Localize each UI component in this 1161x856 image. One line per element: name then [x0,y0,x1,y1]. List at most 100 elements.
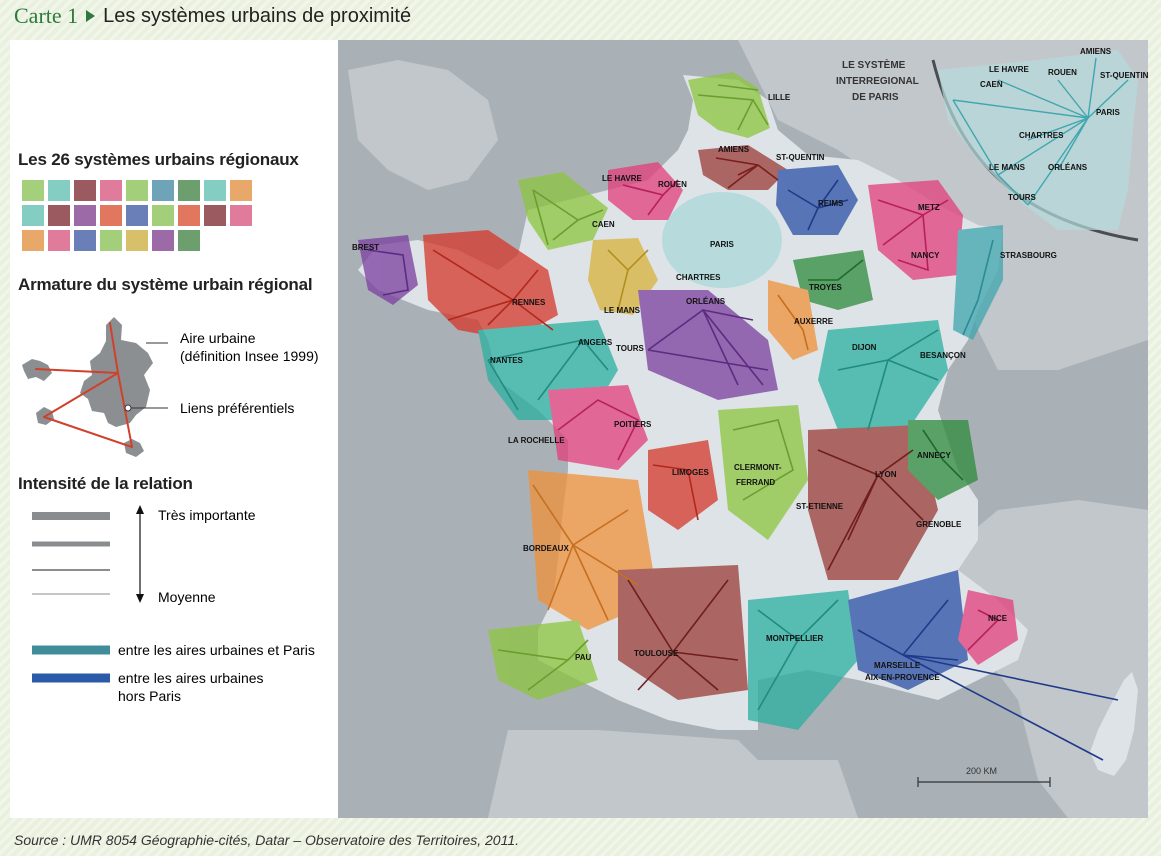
legend-swatch-23 [126,230,148,251]
aire-toulouse [618,565,748,700]
city-label-amiens: AMIENS [718,145,750,154]
links-annecy [922,429,964,481]
city-label-le-mans: LE MANS [604,306,641,315]
city-label-paris: PARIS [710,240,735,249]
city-label-montpellier: MONTPELLIER [766,634,824,643]
legend-swatch-5 [126,180,148,201]
inset-title-1: LE SYSTÈME [842,58,906,71]
intensity-diagram: Très importante Moyenne entre les aires … [32,505,315,704]
legend-intensity-heading: Intensité de la relation [18,474,193,493]
inset-links [952,57,1129,206]
city-label-la-rochelle: LA ROCHELLE [508,436,565,445]
aire-pau [488,620,598,700]
links-limoges [652,464,699,521]
legend-swatch-17 [204,205,226,226]
city-label-nancy: NANCY [911,251,940,260]
city-labels: LILLE AMIENS ST-QUENTIN LE HAVRE ROUEN C… [352,93,1057,682]
city-label-pau: PAU [575,653,592,662]
inset-label-paris: PARIS [1096,108,1121,117]
aire-montpellier [748,590,858,730]
legend-intensity: Très importante Moyenne entre les aires … [18,494,338,704]
legend-hors-paris-1: entre les aires urbaines [118,670,264,686]
city-label-grenoble: GRENOBLE [916,520,962,529]
legend-swatch-10 [22,205,44,226]
city-label-metz: METZ [918,203,940,212]
inset-title-2: INTERREGIONAL [836,76,919,87]
city-label-rouen: ROUEN [658,180,687,189]
city-label-rennes: RENNES [512,298,546,307]
city-label-nice: NICE [988,614,1008,623]
inset-title-3: DE PARIS [852,92,899,103]
legend-swatch-8 [204,180,226,201]
city-label-nantes: NANTES [490,356,524,365]
links-lyon [817,449,924,571]
paris-aire-urbaine [662,192,782,288]
links-poitiers [557,399,640,461]
aire-marseille [848,570,968,690]
city-label-besancon: BESANÇON [920,351,966,360]
aire-brest [358,235,418,305]
city-label-lille: LILLE [768,93,791,102]
legend-swatch-7 [178,180,200,201]
legend-moyenne: Moyenne [158,589,216,605]
links-toulouse [627,579,739,691]
legend-swatch-12 [74,205,96,226]
city-label-annecy: ANNECY [917,451,951,460]
legend-tres-importante: Très importante [158,507,256,523]
links-clermont [732,419,794,501]
legend-swatch-13 [100,205,122,226]
city-label-caen: CAEN [592,220,615,229]
links-marseille [857,599,1119,761]
links-montpellier [757,599,839,711]
links-bordeaux [532,484,639,621]
aire-caen [518,172,608,250]
legend-swatch-21 [74,230,96,251]
legend-swatch-20 [48,230,70,251]
aire-orleans-tours [638,290,778,400]
links-pau [497,639,589,691]
links-nice [967,609,1000,651]
links-strasbourg [962,239,994,336]
city-label-marseille: MARSEILLE [874,661,921,670]
links-metz-nancy [877,199,949,272]
legend-swatch-grid [22,180,338,251]
title-arrow-icon [86,10,96,22]
legend-swatch-11 [48,205,70,226]
city-label-brest: BREST [352,243,379,252]
city-label-aix: AIX-EN-PROVENCE [865,673,940,682]
source-note: Source : UMR 8054 Géographie-cités, Data… [14,832,520,848]
inset-label-tours: TOURS [1008,193,1037,202]
city-label-st-etienne: ST-ETIENNE [796,502,844,511]
aire-strasbourg [953,225,1003,340]
armature-pointer-dot [124,404,132,412]
aire-limoges [648,440,718,530]
links-troyes [808,259,864,281]
legend-hors-paris-2: hors Paris [118,688,181,704]
city-label-le-havre: LE HAVRE [602,174,643,183]
inset-label-rouen: ROUEN [1048,68,1077,77]
city-label-strasbourg: STRASBOURG [1000,251,1057,260]
armature-aire-south [124,439,144,457]
legend-swatch-15 [152,205,174,226]
map-svg: 200 KM LE SYSTÈME INTERREGIONAL DE PARIS… [348,40,1148,818]
aire-lyon [808,425,938,580]
links-amiens [715,157,779,189]
map-area: 200 KM LE SYSTÈME INTERREGIONAL DE PARIS… [338,40,1148,818]
legend: Les 26 systèmes urbains régionaux Armatu… [18,150,338,704]
city-label-tours: TOURS [616,344,645,353]
legend-swatch-18 [230,205,252,226]
inset-region [938,50,1138,230]
city-label-st-quentin: ST-QUENTIN [776,153,825,162]
regional-links [367,84,1119,761]
legend-swatch-2 [48,180,70,201]
legend-swatch-4 [100,180,122,201]
aire-amiens [698,145,788,190]
city-label-bordeaux: BORDEAUX [523,544,569,553]
armature-links [35,322,133,448]
legend-aire-urbaine-def: (définition Insee 1999) [180,348,319,364]
links-lille [697,84,769,131]
armature-diagram: Aire urbaine (définition Insee 1999) Lie… [22,317,319,457]
city-label-ferrand: FERRAND [736,478,775,487]
scale-label: 200 KM [966,766,997,776]
legend-systems-heading: Les 26 systèmes urbains régionaux [18,150,299,169]
